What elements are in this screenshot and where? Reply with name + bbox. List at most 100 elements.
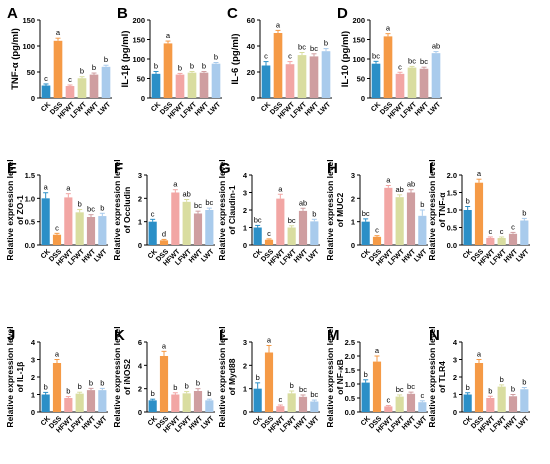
panel-i-letter: I	[429, 160, 433, 177]
panel-c-bar-hfwt	[285, 64, 295, 98]
panel-m-letter: M	[327, 327, 340, 344]
panel-j-bar-hfwt	[64, 398, 73, 412]
panel-n-sig-ck: b	[466, 383, 470, 392]
panel-d-bar-lfwt	[407, 67, 417, 98]
panel-c-sig-lfwt: bc	[298, 43, 306, 52]
panel-m-sig-lfwt: bc	[396, 385, 404, 394]
panel-a-sig-ck: c	[44, 74, 48, 83]
panel-a-sig-lfwt: b	[80, 67, 84, 76]
panel-b-ytick-label: 150	[132, 36, 145, 45]
panel-i-sig-ck: b	[466, 197, 470, 206]
panel-f-sig-dss: d	[162, 229, 166, 238]
panel-k-sig-lfwt: b	[185, 382, 189, 391]
panel-e-ytick-label: 1.5	[25, 171, 35, 180]
panel-j-bar-lwt	[98, 390, 107, 412]
panel-k-ylabel: Relative expression level	[112, 326, 122, 427]
panel-k-letter: K	[114, 327, 125, 344]
panel-d-ylabel: IL-10 (pg/ml)	[340, 31, 351, 87]
panel-k-bar-lwt	[205, 400, 214, 412]
panel-n-bar-dss	[474, 363, 484, 412]
panel-f-ytick-label: 1	[138, 218, 142, 227]
panel-d-sig-ck: bc	[372, 51, 380, 60]
panel-d-ytick-label: 100	[352, 55, 365, 64]
panel-g-bar-hwt	[298, 210, 308, 245]
panel-h-bar-hfwt	[384, 187, 393, 245]
panel-k-ytick-label: 4	[138, 361, 143, 370]
panel-d-ytick-label: 200	[352, 16, 365, 25]
panel-l-bar-lfwt	[287, 393, 296, 412]
panel-d-bar-hfwt	[395, 73, 405, 98]
panel-n-bar-hwt	[508, 396, 518, 412]
panel-b-sig-lwt: b	[214, 53, 218, 62]
panel-a-bar-hwt	[89, 74, 99, 98]
panel-e-bar-hwt	[86, 217, 96, 245]
panel-a-ytick-label: 100	[22, 42, 35, 51]
panel-e-ylabel: of ZO-1	[15, 195, 25, 225]
panel-m-sig-ck: b	[364, 370, 368, 379]
panel-a-sig-hwt: b	[92, 63, 96, 72]
panel-d-sig-lfwt: bc	[408, 56, 416, 65]
panel-i-ytick-label: 1.0	[447, 206, 457, 215]
panel-b-bar-lfwt	[187, 72, 197, 98]
panel-l-letter: L	[219, 327, 228, 344]
panel-a-bar-ck	[41, 85, 51, 98]
panel-g-ytick-label: 1	[243, 224, 247, 233]
panel-h-bar-dss	[372, 236, 382, 245]
panel-l-ytick-label: 3	[243, 338, 247, 347]
panel-b-sig-hwt: b	[202, 61, 206, 70]
panel-g-xtick-lwt: LWT	[305, 248, 321, 264]
panel-b-ytick-label: 200	[132, 16, 145, 25]
panel-f-sig-hwt: bc	[194, 201, 202, 210]
panel-g-bar-dss	[264, 239, 274, 245]
panel-n-sig-lwt: b	[522, 378, 526, 387]
panel-d-bar-dss	[383, 36, 393, 98]
panel-h-ylabel: of MUC2	[335, 193, 345, 228]
panel-h-ytick-label: 1	[351, 218, 355, 227]
panel-i-bar-hfwt	[486, 238, 495, 245]
panel-g-bar-lwt	[310, 221, 319, 245]
panel-h-bar-lfwt	[395, 197, 404, 245]
panel-a-ytick-label: 150	[22, 16, 35, 25]
panel-m-bar-dss	[372, 361, 382, 412]
panel-j-sig-hfwt: b	[66, 387, 70, 396]
panel-i-bar-dss	[474, 182, 484, 245]
panel-l-bar-hfwt	[276, 406, 285, 412]
panel-m-sig-hwt: bc	[407, 382, 415, 391]
panel-f-bar-ck	[148, 221, 157, 245]
panel-k-sig-lwt: b	[207, 389, 211, 398]
panel-b-bar-hwt	[199, 72, 209, 98]
panel-c-sig-ck: c	[264, 52, 268, 61]
panel-d-xtick-lwt: LWT	[427, 101, 443, 117]
panel-c-ytick-label: 60	[247, 16, 255, 25]
panel-n-ytick-label: 1	[453, 391, 457, 400]
panel-g-ylabel: Relative expression level	[217, 159, 227, 260]
panel-e-ytick-label: 0.5	[25, 218, 35, 227]
panel-i-bar-hwt	[508, 233, 518, 245]
panel-b-bar-hfwt	[175, 74, 185, 98]
panel-l-sig-ck: b	[256, 373, 260, 382]
panel-e-bar-lfwt	[75, 212, 84, 245]
panel-g-letter: G	[219, 160, 231, 177]
panel-n-ytick-label: 3	[453, 356, 457, 365]
panel-l-ytick-label: 2	[243, 361, 247, 370]
panel-m-ytick-label: 2.5	[345, 338, 355, 347]
panel-m-bar-lfwt	[395, 396, 404, 412]
panel-j-sig-dss: a	[55, 350, 60, 359]
panel-n-xtick-lwt: LWT	[515, 415, 531, 431]
panel-g-bar-ck	[253, 227, 262, 245]
panel-c-bar-ck	[261, 65, 271, 98]
panel-a-sig-hfwt: c	[68, 75, 72, 84]
panel-e-sig-ck: a	[44, 183, 49, 192]
panel-f-xtick-lwt: LWT	[200, 248, 216, 264]
panel-e-bar-lwt	[98, 216, 107, 245]
panel-h-sig-hfwt: a	[386, 176, 391, 185]
panel-a-ylabel: TNF-α (pg/ml)	[10, 28, 21, 90]
panel-j-bar-hwt	[86, 390, 96, 412]
panel-d-letter: D	[337, 5, 348, 22]
panel-d-sig-hfwt: c	[398, 62, 402, 71]
panel-i-ytick-label: 0.5	[447, 224, 457, 233]
panel-h-sig-ck: bc	[362, 209, 370, 218]
panel-k-ytick-label: 2	[138, 385, 142, 394]
panel-g-sig-lfwt: bc	[288, 216, 296, 225]
panel-h-ytick-label: 2	[351, 194, 355, 203]
